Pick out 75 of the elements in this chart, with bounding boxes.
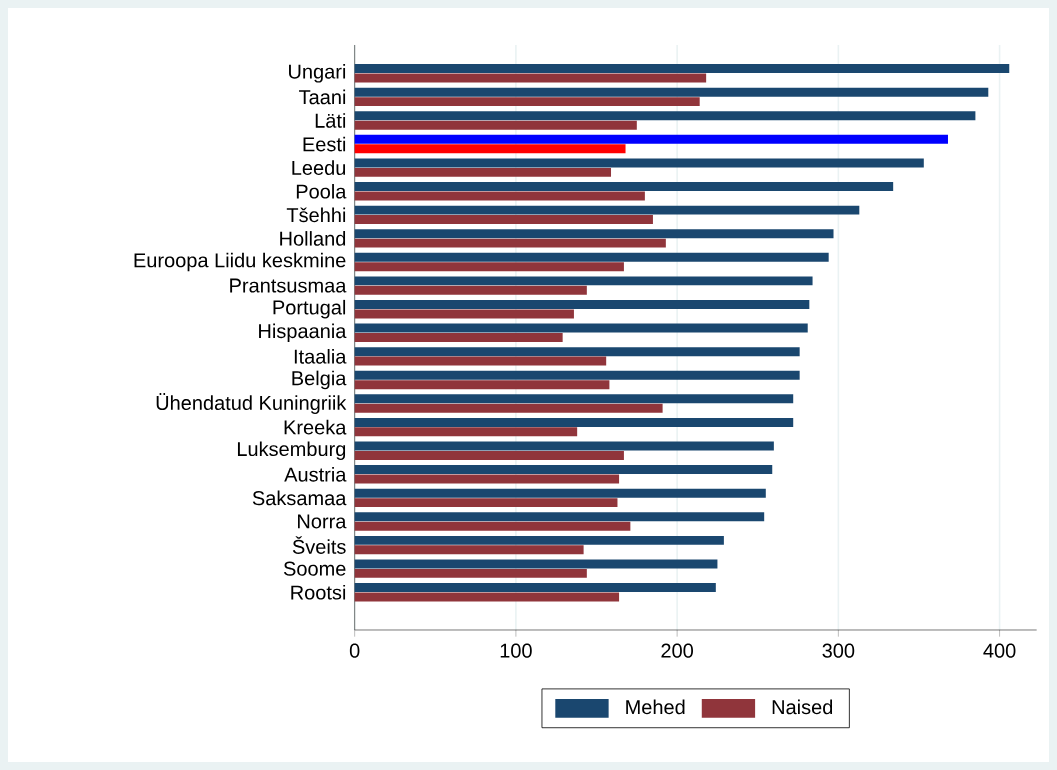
bar (354, 450, 624, 460)
bar (354, 73, 707, 83)
bar (354, 64, 1010, 74)
bar (354, 521, 631, 531)
bar (354, 238, 666, 248)
bar (354, 465, 773, 475)
bar (354, 205, 860, 215)
bar (354, 182, 894, 192)
bar (354, 380, 610, 390)
bar (354, 498, 618, 508)
y-tick-label: Hispaania (259, 323, 347, 343)
bar (354, 252, 829, 262)
y-tick-label: Taani (299, 89, 346, 105)
x-tick-label: 400 (983, 643, 1016, 658)
y-tick-label: Holland (280, 231, 346, 246)
bar (354, 394, 794, 404)
y-tick-label: Itaalia (294, 349, 347, 364)
bar (354, 299, 810, 309)
bar (354, 323, 808, 333)
y-tick-label: Leedu (292, 160, 346, 175)
bar (354, 276, 813, 286)
bar (354, 87, 989, 97)
y-tick-label: Rootsi (291, 584, 346, 600)
legend-label: Naised (772, 699, 833, 715)
bar (354, 229, 834, 239)
bar (354, 559, 718, 569)
y-tick-label: Poola (296, 183, 347, 199)
bar (354, 285, 587, 295)
bar (354, 545, 584, 555)
bar (354, 191, 645, 201)
y-tick-label: Saksamaa (252, 490, 347, 506)
bar (354, 488, 766, 498)
bar (354, 111, 976, 121)
y-tick-label: Austria (284, 466, 347, 482)
y-tick-label: Euroopa Liidu keskmine (134, 252, 346, 272)
bar (354, 347, 800, 357)
bar (354, 158, 924, 168)
y-tick-label: Ungari (289, 63, 346, 83)
y-tick-label: Luksemburg (237, 441, 346, 461)
y-tick-label: Norra (298, 514, 347, 529)
legend-label: Mehed (626, 699, 685, 715)
y-tick-label: Tšehhi (286, 207, 346, 223)
y-tick-label: Soome (283, 561, 346, 576)
bar (354, 512, 765, 522)
bar (354, 262, 624, 272)
bar (354, 568, 587, 578)
y-tick-label: Läti (315, 113, 346, 128)
bar (354, 417, 794, 427)
x-tick-label: 300 (822, 643, 855, 658)
bar (354, 215, 653, 225)
bar (354, 97, 700, 107)
y-tick-label: Prantsusmaa (230, 278, 347, 293)
bar (354, 535, 724, 545)
bar (354, 167, 612, 177)
x-tick-label: 200 (661, 643, 694, 658)
bar (354, 120, 637, 130)
bar (354, 592, 620, 602)
x-tick-label: 0 (349, 643, 360, 658)
bar (354, 309, 574, 319)
bar (354, 333, 563, 342)
y-tick-label: Kreeka (284, 419, 347, 435)
bar (354, 474, 620, 484)
bar (354, 134, 948, 144)
y-tick-label: Šveits (292, 536, 346, 554)
bar (354, 370, 800, 380)
y-tick-label: Eesti (303, 136, 346, 152)
y-tick-label: Portugal (273, 299, 346, 319)
bar (354, 144, 626, 154)
bar (354, 356, 607, 366)
x-tick-label: 100 (500, 643, 532, 658)
bar (354, 427, 578, 437)
bar (354, 583, 716, 593)
y-tick-label: Belgia (292, 370, 347, 390)
y-tick-label: Ühendatud Kuningriik (156, 393, 347, 414)
bar (354, 403, 663, 413)
